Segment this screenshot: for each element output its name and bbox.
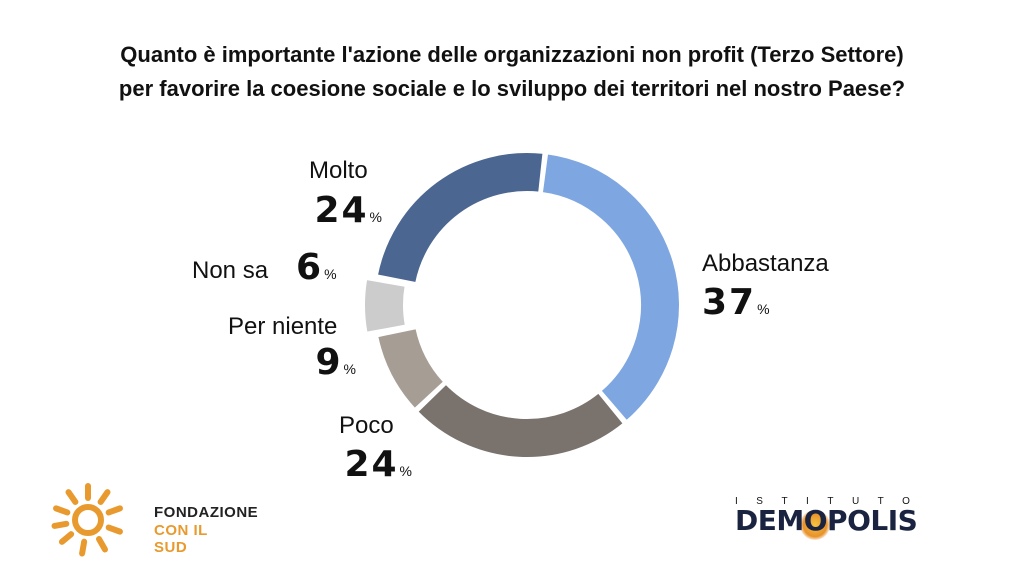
label-per-niente: Per niente	[228, 313, 338, 340]
label-abbastanza: Abbastanza	[702, 250, 829, 277]
value-per-niente-number: 9	[315, 342, 343, 383]
sun-ray-0	[53, 505, 71, 516]
value-per-niente-suffix: %	[343, 361, 356, 377]
fondazione-text-line1: FONDAZIONE	[154, 504, 259, 521]
sun-ray-8	[58, 531, 75, 545]
sun-ray-5	[105, 524, 123, 535]
value-per-niente: 9%	[290, 342, 356, 383]
fondazione-text-line2: CON IL SUD	[154, 522, 208, 556]
chart-title: Quanto è importante l'azione delle organ…	[0, 38, 1024, 106]
sun-icon	[51, 483, 123, 557]
fondazione-con-il-sud-logo: FONDAZIONE CON IL SUD	[36, 476, 258, 566]
label-poco: Poco	[339, 412, 394, 439]
demopolis-text-pre: DEM	[735, 504, 804, 537]
sun-ray-7	[79, 538, 88, 557]
value-non-sa-number: 6	[296, 247, 324, 288]
demopolis-istituto-text: ISTITUTO	[735, 496, 929, 507]
value-poco-suffix: %	[399, 463, 412, 479]
demopolis-o: O	[799, 504, 830, 540]
demopolis-text-o: O	[803, 504, 828, 537]
value-molto-number: 24	[314, 190, 369, 231]
demopolis-logo: DEM OPOLIS	[735, 504, 918, 540]
donut-slice-non-sa	[363, 277, 408, 334]
value-non-sa-suffix: %	[324, 266, 337, 282]
value-molto-suffix: %	[369, 209, 382, 225]
value-poco: 24%	[320, 444, 412, 485]
value-molto: 24%	[290, 190, 382, 231]
sun-ray-4	[105, 505, 123, 516]
label-molto: Molto	[309, 157, 368, 184]
chart-title-line1: Quanto è importante l'azione delle organ…	[120, 42, 904, 67]
donut-slice-per-niente	[376, 326, 446, 411]
donut-slice-poco	[415, 382, 626, 459]
label-non-sa: Non sa	[192, 257, 269, 284]
value-poco-number: 24	[344, 444, 399, 485]
value-abbastanza: 37%	[702, 282, 770, 323]
sun-ray-6	[96, 536, 108, 553]
sun-ray-3	[97, 489, 111, 505]
value-abbastanza-suffix: %	[757, 301, 770, 317]
chart-title-line2: per favorire la coesione sociale e lo sv…	[118, 76, 906, 101]
donut-slice-molto	[375, 151, 545, 285]
demopolis-text-post: POLIS	[827, 504, 918, 537]
value-non-sa: 6%	[296, 247, 337, 288]
sun-ray-1	[65, 489, 79, 505]
sun-ray-9	[51, 520, 70, 529]
value-abbastanza-number: 37	[702, 282, 757, 323]
donut-slice-abbastanza	[540, 152, 681, 423]
